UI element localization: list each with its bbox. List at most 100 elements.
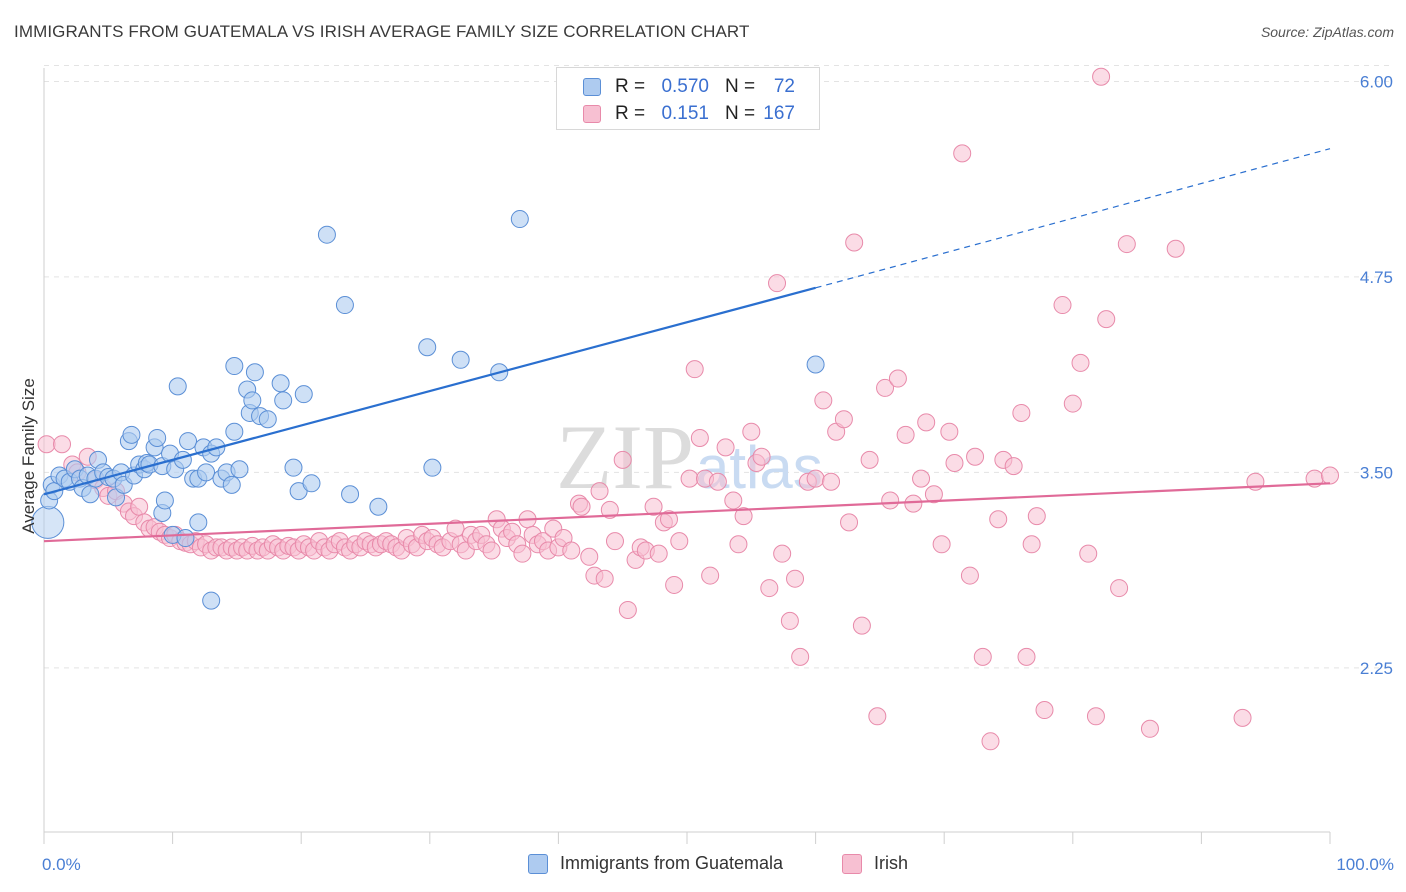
guatemala-point [168, 377, 187, 396]
irish-point [734, 507, 753, 526]
irish-point [1017, 647, 1036, 666]
legend-r-value: 0.570 [661, 76, 709, 97]
irish-point [860, 450, 879, 469]
irish-point [1166, 239, 1185, 258]
x-tick-label-max: 100.0% [1336, 855, 1394, 874]
irish-point [966, 447, 985, 466]
guatemala-trend-line [43, 286, 816, 496]
legend-row-irish: R = 0.151 N = 167 [557, 101, 819, 127]
irish-point [572, 497, 591, 516]
chart-title: IMMIGRANTS FROM GUATEMALA VS IRISH AVERA… [14, 22, 750, 41]
irish-point [768, 274, 787, 293]
irish-point [1140, 719, 1159, 738]
x-tick-label-min: 0.0% [42, 855, 81, 874]
y-axis-label: Average Family Size [19, 378, 38, 534]
irish-point [690, 428, 709, 447]
irish-point [1233, 708, 1252, 727]
legend-swatch-pink [583, 105, 601, 123]
guatemala-point [173, 450, 192, 469]
guatemala-point [202, 591, 221, 610]
irish-point [868, 707, 887, 726]
irish-point [1092, 67, 1111, 86]
irish-point [1022, 535, 1041, 554]
legend-swatch-blue [528, 854, 548, 874]
irish-point [917, 413, 936, 432]
guatemala-point [81, 485, 100, 504]
irish-point [1086, 707, 1105, 726]
irish-point [752, 447, 771, 466]
guatemala-point [274, 391, 293, 410]
irish-point [840, 513, 859, 532]
irish-points [37, 67, 1339, 751]
irish-trend-line [43, 482, 1331, 543]
irish-point [940, 422, 959, 441]
irish-point [716, 438, 735, 457]
irish-point [945, 453, 964, 472]
irish-point [845, 233, 864, 252]
irish-point [1079, 544, 1098, 563]
irish-point [1004, 457, 1023, 476]
source-credit: Source: ZipAtlas.com [1260, 24, 1394, 40]
irish-point [562, 541, 581, 560]
grid-lines [44, 64, 1392, 669]
irish-point [1027, 507, 1046, 526]
irish-point [482, 541, 501, 560]
irish-point [580, 547, 599, 566]
legend-swatch-blue [583, 78, 601, 96]
legend-n-value: 72 [773, 76, 795, 97]
correlation-legend: R = 0.570 N = 72 R = 0.151 N = 167 [556, 67, 820, 130]
legend-row-guatemala: R = 0.570 N = 72 [557, 74, 819, 100]
guatemala-point [423, 458, 442, 477]
irish-point [834, 410, 853, 429]
guatemala-point [179, 432, 198, 451]
irish-point [760, 579, 779, 598]
irish-point [1063, 394, 1082, 413]
irish-point [924, 485, 943, 504]
irish-point [1321, 466, 1339, 485]
guatemala-point [176, 529, 195, 548]
irish-point [932, 535, 951, 554]
guatemala-point [155, 491, 174, 510]
guatemala-point [258, 410, 277, 429]
legend-n-label: N = [725, 76, 756, 97]
irish-point [888, 369, 907, 388]
guatemala-point [225, 357, 244, 376]
guatemala-point [341, 485, 360, 504]
irish-point [659, 510, 678, 529]
guatemala-point [294, 385, 313, 404]
irish-point [1110, 579, 1129, 598]
irish-point [989, 510, 1008, 529]
irish-point [618, 600, 637, 619]
legend-r-label: R = [615, 76, 646, 97]
irish-point [590, 482, 609, 501]
guatemala-point [510, 210, 529, 229]
guatemala-points [31, 210, 825, 610]
irish-point [1097, 310, 1116, 329]
guatemala-point [122, 425, 141, 444]
y-tick-label: 3.50 [1360, 463, 1393, 482]
guatemala-point [806, 355, 825, 374]
irish-point [701, 566, 720, 585]
guatemala-point [418, 338, 437, 357]
irish-point [613, 450, 632, 469]
irish-point [1117, 235, 1136, 254]
guatemala-point [302, 474, 321, 493]
guatemala-trend-projection [815, 148, 1331, 289]
irish-point [1012, 403, 1031, 422]
irish-point [600, 500, 619, 519]
guatemala-point [245, 363, 264, 382]
irish-point [881, 491, 900, 510]
irish-point [960, 566, 979, 585]
irish-point [1053, 296, 1072, 315]
irish-point [665, 575, 684, 594]
series-legend: Immigrants from Guatemala Irish [0, 852, 1406, 878]
guatemala-point [317, 225, 336, 244]
y-tick-label: 2.25 [1360, 659, 1393, 678]
irish-point [724, 491, 743, 510]
guatemala-point [148, 428, 167, 447]
legend-r-value: 0.151 [661, 103, 709, 124]
guatemala-point [189, 513, 208, 532]
guatemala-point [284, 458, 303, 477]
irish-point [742, 422, 761, 441]
